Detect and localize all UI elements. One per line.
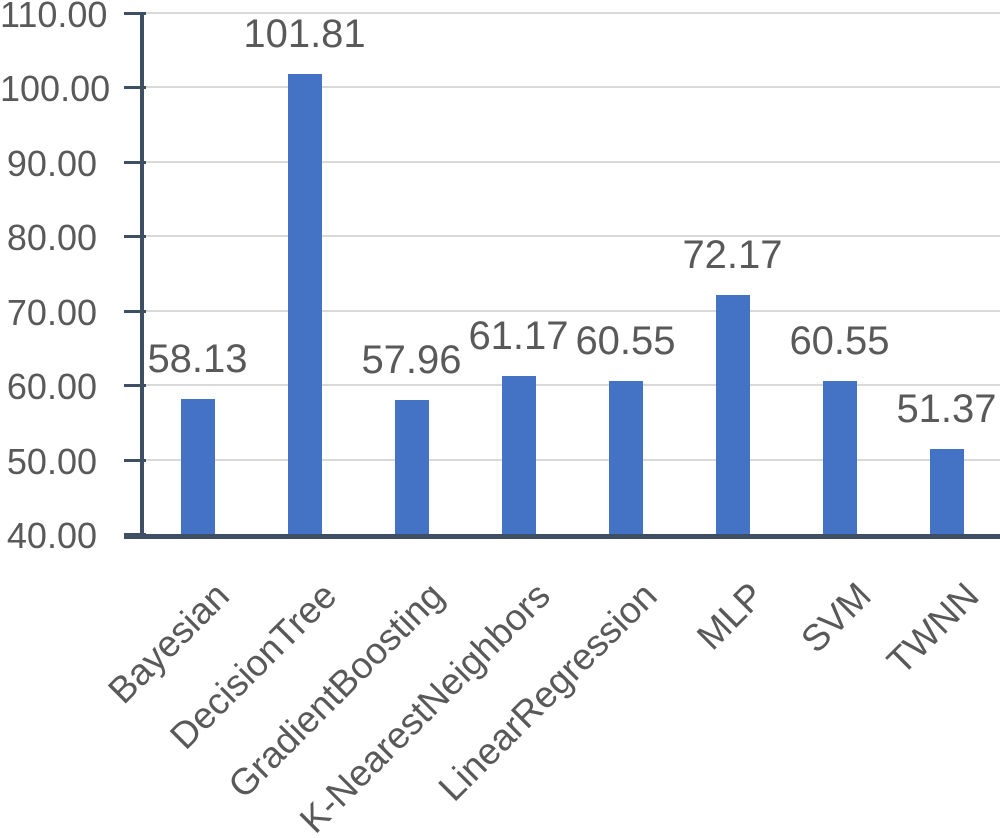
gridline [144, 235, 1000, 238]
gridline [144, 458, 1000, 461]
y-axis-line [140, 13, 144, 534]
bar-svm [822, 381, 857, 534]
bar-bayesian [180, 399, 215, 534]
y-axis-tick [124, 86, 146, 90]
gridline [144, 384, 1000, 387]
bar-decisiontree [287, 73, 322, 534]
bar-value-label: 72.17 [682, 232, 783, 277]
y-axis-tick [124, 533, 146, 536]
y-axis-tick [124, 309, 146, 313]
y-axis-tick-label: 90.00 [6, 142, 97, 184]
bar-twnn [929, 449, 964, 534]
bar-value-label: 101.81 [243, 11, 366, 56]
bar-value-label: 58.13 [147, 337, 248, 382]
y-axis-tick-label: 110.00 [0, 0, 108, 35]
gridline [144, 309, 1000, 312]
y-axis-tick [124, 12, 146, 15]
gridline [144, 86, 1000, 89]
gridline [144, 12, 1000, 14]
y-axis-tick-label: 70.00 [6, 291, 97, 333]
y-axis-tick [124, 458, 146, 462]
y-axis-tick-label: 60.00 [6, 366, 97, 408]
bar-k-nearestneighbors [501, 376, 536, 534]
y-axis-tick [124, 160, 146, 164]
bar-value-label: 60.55 [575, 319, 676, 364]
bar-mlp [715, 294, 750, 534]
bar-gradientboosting [394, 400, 429, 534]
bar-value-label: 57.96 [361, 338, 462, 383]
bar-linearregression [608, 381, 643, 534]
y-axis-tick [124, 384, 146, 388]
y-axis-tick-label: 40.00 [6, 515, 97, 556]
x-axis-label: SVM [793, 574, 880, 661]
y-axis-tick-label: 50.00 [6, 440, 97, 482]
y-axis-tick-label: 80.00 [6, 217, 97, 259]
x-axis-line [124, 534, 1000, 539]
x-axis-label: MLP [689, 574, 773, 658]
bar-value-label: 61.17 [468, 314, 569, 359]
bar-value-label: 60.55 [789, 319, 890, 364]
y-axis-tick [124, 235, 146, 239]
bar-value-label: 51.37 [896, 387, 997, 432]
y-axis-tick-label: 100.00 [0, 68, 111, 110]
gridline [144, 160, 1000, 163]
x-axis-label: TWNN [878, 574, 987, 683]
